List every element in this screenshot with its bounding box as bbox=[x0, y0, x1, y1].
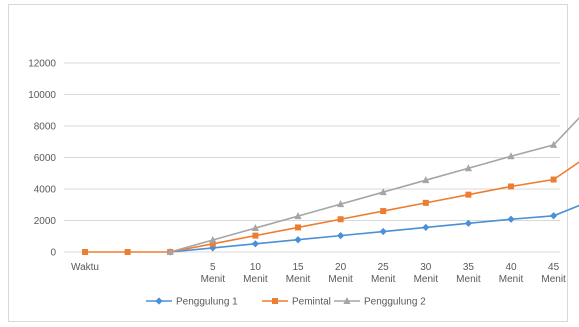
data-point-penggulung-1 bbox=[507, 215, 515, 223]
data-point-pemintal bbox=[295, 224, 301, 231]
data-point-pemintal bbox=[422, 199, 429, 206]
legend-label-penggulung-2: Penggulung 2 bbox=[364, 297, 426, 308]
legend-marker-penggulung-1 bbox=[155, 297, 163, 305]
legend-marker-pemintal bbox=[272, 298, 278, 304]
x-tick-label: 35 bbox=[463, 262, 475, 273]
data-point-penggulung-1 bbox=[294, 236, 302, 244]
x-tick-label: 30 bbox=[420, 262, 432, 273]
x-tick-label: Menit bbox=[371, 274, 396, 285]
x-tick-label: Menit bbox=[201, 274, 226, 285]
y-tick-label: 0 bbox=[50, 248, 56, 259]
data-point-penggulung-2 bbox=[209, 236, 217, 244]
x-tick-label: Menit bbox=[414, 274, 439, 285]
y-tick-label: 4000 bbox=[34, 185, 57, 196]
x-tick-label: Menit bbox=[456, 274, 481, 285]
x-tick-label: 20 bbox=[335, 262, 347, 273]
data-point-penggulung-1 bbox=[550, 212, 558, 220]
x-tick-label: Menit bbox=[541, 274, 566, 285]
data-point-penggulung-2 bbox=[166, 248, 174, 255]
legend-label-pemintal: Pemintal bbox=[292, 297, 331, 308]
chart-frame bbox=[8, 4, 568, 322]
legend-label-penggulung-1: Penggulung 1 bbox=[176, 297, 238, 308]
x-tick-label: Menit bbox=[499, 274, 524, 285]
data-point-pemintal bbox=[337, 216, 344, 223]
data-point-pemintal bbox=[209, 240, 216, 247]
y-tick-label: 12000 bbox=[28, 59, 56, 70]
data-point-penggulung-1 bbox=[251, 240, 259, 248]
x-tick-label: Waktu bbox=[71, 262, 99, 273]
x-tick-label: Menit bbox=[286, 274, 311, 285]
data-point-penggulung-1 bbox=[464, 219, 472, 227]
x-tick-label: 15 bbox=[292, 262, 304, 273]
data-point-penggulung-2 bbox=[251, 224, 259, 232]
data-point-penggulung-1 bbox=[422, 223, 430, 232]
data-point-penggulung-2 bbox=[464, 164, 472, 172]
data-point-penggulung-2 bbox=[379, 188, 387, 196]
x-tick-label: 10 bbox=[250, 262, 262, 273]
data-point-pemintal bbox=[380, 208, 387, 215]
y-tick-label: 10000 bbox=[28, 90, 56, 101]
y-tick-label: 8000 bbox=[34, 122, 57, 133]
data-point-pemintal bbox=[550, 176, 557, 183]
data-point-penggulung-2 bbox=[294, 212, 302, 220]
data-point-penggulung-2 bbox=[550, 140, 558, 148]
data-point-pemintal bbox=[82, 249, 88, 255]
data-point-penggulung-2 bbox=[337, 200, 345, 208]
data-point-penggulung-2 bbox=[422, 176, 430, 184]
y-tick-label: 2000 bbox=[34, 216, 57, 227]
legend-marker-penggulung-2 bbox=[343, 297, 351, 304]
data-point-penggulung-1 bbox=[379, 227, 387, 236]
data-point-pemintal bbox=[508, 183, 514, 190]
data-point-penggulung-1 bbox=[337, 232, 345, 240]
data-point-pemintal bbox=[465, 191, 472, 198]
x-tick-label: 40 bbox=[505, 262, 517, 273]
series-line-penggulung-1 bbox=[170, 204, 579, 253]
x-tick-label: 5 bbox=[210, 262, 216, 273]
x-tick-label: 25 bbox=[378, 262, 390, 273]
x-tick-label: Menit bbox=[243, 274, 268, 285]
x-tick-label: 45 bbox=[548, 262, 560, 273]
data-point-pemintal bbox=[252, 232, 259, 239]
data-point-pemintal bbox=[124, 249, 131, 255]
series-line-penggulung-2 bbox=[169, 116, 579, 253]
data-point-penggulung-2 bbox=[507, 152, 515, 160]
y-tick-label: 6000 bbox=[34, 153, 57, 164]
x-tick-label: Menit bbox=[328, 274, 353, 285]
